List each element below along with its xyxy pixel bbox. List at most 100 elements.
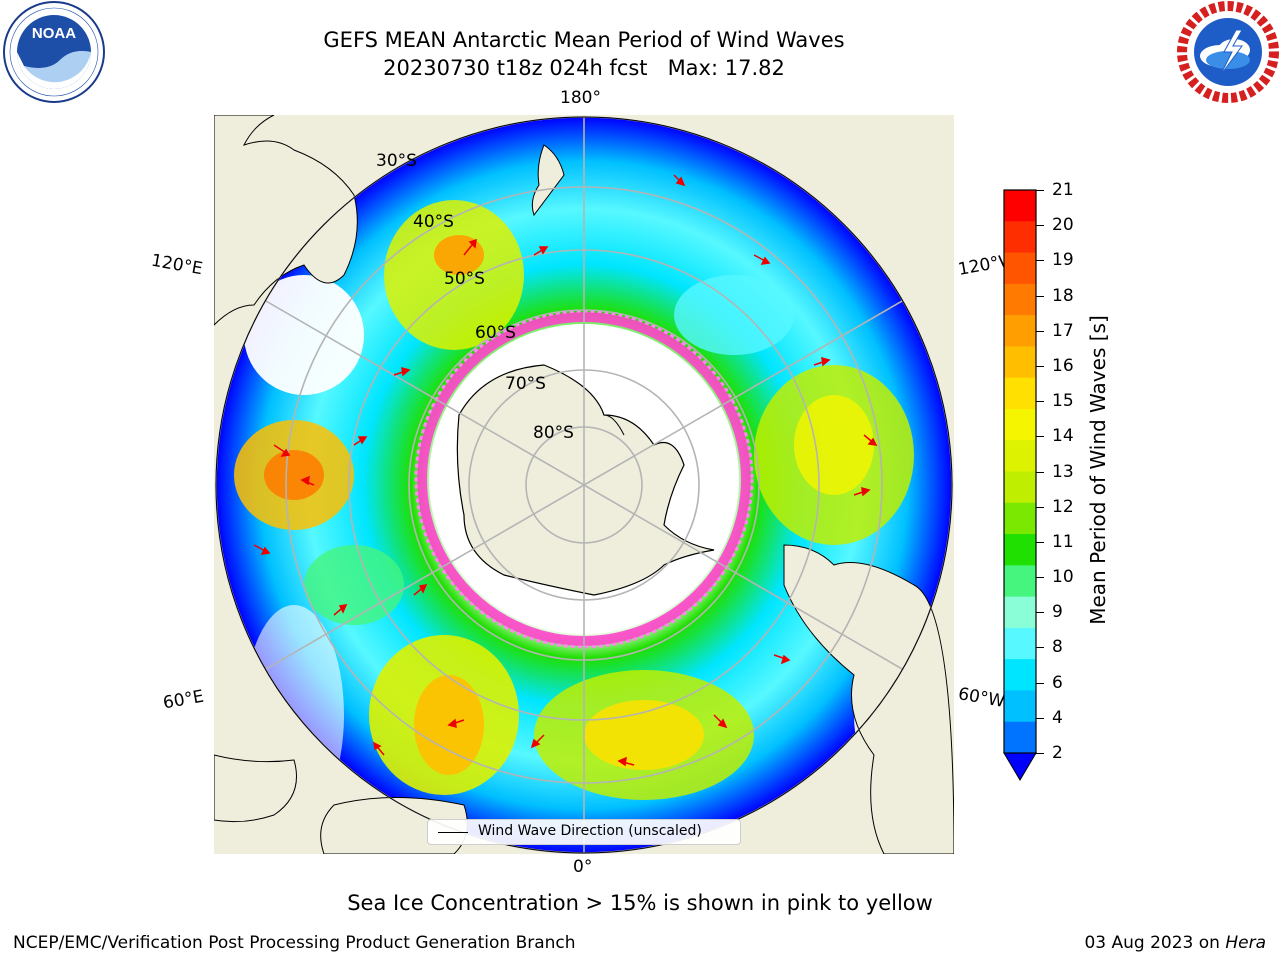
lat-label-80s: 80°S (533, 423, 574, 443)
colorbar-tick-mark (1036, 436, 1044, 438)
lat-label-30s: 30°S (376, 151, 417, 171)
nws-logo (1176, 0, 1280, 108)
footer-machine: Hera (1225, 933, 1266, 953)
colorbar-cell (1004, 534, 1036, 566)
colorbar-extend-triangle (1003, 752, 1037, 781)
colorbar-cell (1004, 221, 1036, 254)
sea-ice-note: Sea Ice Concentration > 15% is shown in … (347, 891, 933, 915)
wave-arrow (673, 174, 686, 187)
wave-arrow (617, 756, 635, 767)
footer-date: 03 Aug 2023 on Hera (1084, 933, 1266, 953)
colorbar-tick-mark (1036, 330, 1044, 332)
colorbar-cell (1004, 315, 1036, 347)
colorbar-tick-mark (1036, 471, 1044, 473)
colorbar-cell (1004, 471, 1036, 504)
wave-arrow (463, 238, 477, 256)
colorbar-tick-mark (1036, 295, 1044, 297)
colorbar-tick-label: 17 (1052, 320, 1074, 341)
colorbar-tick-mark (1036, 612, 1044, 614)
colorbar-tick-label: 14 (1052, 426, 1074, 447)
colorbar-tick-label: 18 (1052, 285, 1074, 306)
map-boundary (215, 116, 953, 854)
colorbar-tick-label: 19 (1052, 250, 1074, 271)
colorbar-cell (1004, 690, 1036, 723)
colorbar-tick-label: 12 (1052, 496, 1074, 517)
colorbar-tick-label: 20 (1052, 215, 1074, 236)
australia-landmass (214, 115, 358, 326)
colorbar-tick-label: 16 (1052, 355, 1074, 376)
antarctic-map (214, 115, 954, 854)
wave-arrow (253, 544, 271, 555)
footer-date-text: 03 Aug 2023 on (1084, 933, 1226, 953)
footer-credit: NCEP/EMC/Verification Post Processing Pr… (13, 933, 576, 953)
colorbar-tick-label: 6 (1052, 672, 1063, 693)
colorbar-cell (1004, 596, 1036, 629)
lat-label-70s: 70°S (505, 374, 546, 394)
wave-arrow (863, 434, 878, 446)
wave-arrow (273, 444, 291, 457)
colorbar-tick-mark (1036, 506, 1044, 508)
lon-label-lower-left: 60°E (161, 686, 206, 714)
colorbar-tick-mark (1036, 541, 1044, 543)
colorbar-tick-mark (1036, 190, 1044, 191)
wave-arrow (773, 654, 791, 665)
colorbar-cell (1004, 408, 1036, 441)
colorbar-tick-mark (1036, 260, 1044, 262)
wave-arrow (530, 734, 545, 749)
wave-arrow (300, 475, 315, 486)
colorbar-tick-label: 13 (1052, 461, 1074, 482)
colorbar-tick-label: 21 (1052, 180, 1074, 200)
wave-arrow (447, 718, 465, 729)
wave-arrow (413, 584, 428, 596)
wave-arrow (393, 366, 411, 377)
colorbar-tick-mark (1036, 717, 1044, 719)
wave-arrow (713, 714, 728, 729)
lon-label-bottom: 0° (573, 857, 593, 877)
colorbar-cell (1004, 502, 1036, 535)
wave-arrow (373, 741, 385, 756)
map-legend: Wind Wave Direction (unscaled) (427, 819, 741, 845)
colorbar-tick-mark (1036, 753, 1044, 754)
wave-arrow (353, 436, 368, 446)
wave-arrow (753, 254, 771, 265)
wave-arrow (853, 486, 871, 497)
antarctica-landmass (456, 364, 715, 596)
title-line-2: 20230730 t18z 024h fcst Max: 17.82 (383, 56, 785, 80)
colorbar-tick-mark (1036, 577, 1044, 579)
colorbar-title: Mean Period of Wind Waves [s] (1086, 315, 1110, 625)
colorbar-cell (1004, 346, 1036, 379)
lat-label-40s: 40°S (413, 212, 454, 232)
colorbar (1000, 188, 1040, 787)
colorbar-cell (1004, 659, 1036, 691)
colorbar-tick-label: 11 (1052, 531, 1074, 552)
colorbar-tick-label: 4 (1052, 707, 1063, 728)
colorbar-tick-label: 10 (1052, 567, 1074, 588)
colorbar-cell (1004, 627, 1036, 660)
colorbar-cell (1004, 377, 1036, 410)
colorbar-tick-mark (1036, 682, 1044, 684)
colorbar-cell (1004, 440, 1036, 472)
wind-wave-direction-arrows (253, 174, 878, 767)
wave-arrow (533, 246, 549, 256)
chart-title: GEFS MEAN Antarctic Mean Period of Wind … (214, 26, 954, 82)
colorbar-tick-mark (1036, 401, 1044, 403)
lat-label-50s: 50°S (444, 269, 485, 289)
lon-label-lower-right: 60°W (956, 684, 1007, 712)
colorbar-cell (1004, 190, 1036, 222)
legend-label: Wind Wave Direction (unscaled) (478, 823, 702, 839)
new-zealand-landmass (531, 144, 565, 217)
lon-label-upper-left: 120°E (149, 250, 205, 280)
noaa-logo-text: NOAA (32, 25, 76, 42)
colorbar-tick-label: 15 (1052, 391, 1074, 412)
lat-label-60s: 60°S (475, 323, 516, 343)
colorbar-tick-mark (1036, 647, 1044, 649)
lon-label-top: 180° (560, 88, 601, 108)
colorbar-tick-mark (1036, 225, 1044, 227)
colorbar-tick-label: 9 (1052, 602, 1063, 623)
colorbar-cell (1004, 283, 1036, 316)
wave-arrow (813, 356, 831, 367)
noaa-logo: NOAA (2, 0, 106, 108)
colorbar-cell (1004, 252, 1036, 285)
colorbar-tick-mark (1036, 365, 1044, 367)
colorbar-cell (1004, 565, 1036, 598)
